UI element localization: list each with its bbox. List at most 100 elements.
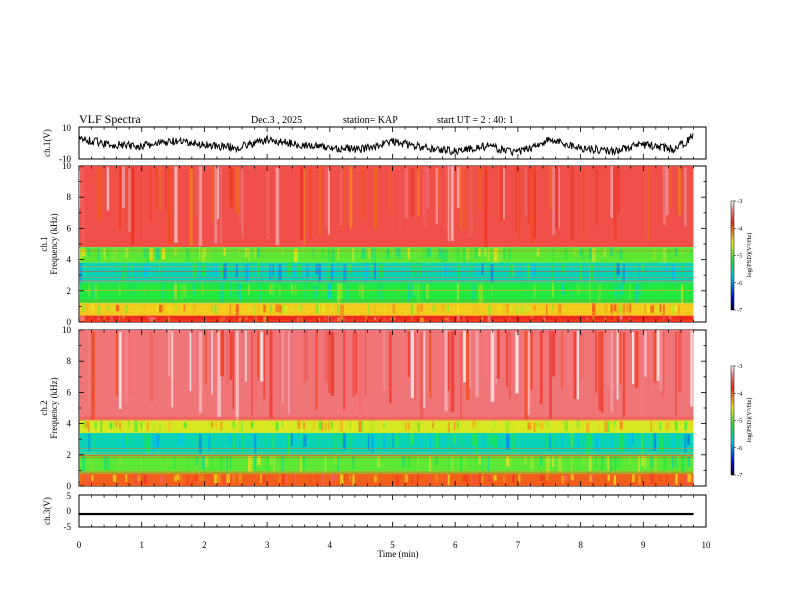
spectrogram-streak	[527, 331, 531, 416]
spectrogram-streak	[662, 248, 666, 263]
spectrogram-streak	[85, 421, 89, 429]
spectrogram-streak	[490, 330, 495, 402]
spectrogram-streak	[192, 475, 196, 483]
spectrogram-streak	[662, 304, 665, 316]
spectrogram-streak	[484, 166, 488, 247]
spectrogram-streak	[88, 247, 91, 258]
spectrogram-streak	[533, 166, 537, 239]
spectrogram-streak	[115, 264, 118, 279]
spectrogram-streak	[321, 248, 324, 259]
spectrogram-streak	[459, 455, 463, 473]
spectrogram-streak	[217, 331, 221, 418]
spectrogram-streak	[192, 263, 196, 279]
spectrogram-streak	[177, 474, 180, 481]
spectrogram-streak	[481, 263, 484, 275]
spectrogram-streak	[659, 284, 663, 299]
spectrogram-streak	[638, 263, 641, 280]
spectrogram-streak	[564, 474, 568, 481]
spectrogram-streak	[217, 303, 220, 315]
spectrogram-streak	[638, 284, 641, 296]
spectrogram-streak	[435, 316, 439, 322]
ch1-spectrogram-image	[79, 166, 694, 322]
spectrogram-streak	[192, 331, 196, 385]
spectrogram-streak	[330, 248, 335, 263]
spectrogram-streak	[644, 331, 647, 377]
spectrogram-streak	[380, 263, 383, 278]
spectrogram-streak	[115, 317, 119, 322]
spectrogram-streak	[272, 455, 276, 472]
spectrogram-streak	[358, 283, 361, 297]
spectrogram-streak	[456, 475, 460, 483]
spectrogram-streak	[413, 331, 416, 402]
spectrogram-streak	[251, 456, 253, 473]
spectrogram-streak	[82, 455, 86, 473]
spectrogram-streak	[131, 433, 135, 454]
spectrogram-streak	[340, 166, 343, 226]
spectrogram-streak	[260, 473, 262, 484]
spectrogram-streak	[352, 303, 355, 311]
spectrogram-streak	[318, 434, 321, 446]
spectrogram-streak	[515, 305, 518, 315]
spectrogram-streak	[653, 455, 658, 474]
spectrogram-streak	[168, 166, 172, 245]
spectrogram-streak	[416, 474, 419, 484]
spectrogram-streak	[235, 330, 239, 420]
spectrogram-streak	[238, 420, 243, 432]
spectrogram-streak	[413, 433, 417, 445]
spectrogram-streak	[201, 283, 204, 296]
spectrogram-streak	[158, 247, 161, 259]
spectrogram-streak	[481, 434, 484, 455]
spectrogram-streak	[174, 283, 177, 301]
spectrogram-streak	[595, 330, 597, 394]
spectrogram-streak	[346, 263, 349, 283]
spectrogram-streak	[555, 420, 558, 431]
spectrogram-streak	[416, 455, 420, 470]
spectrogram-streak	[416, 422, 421, 432]
spectrogram-streak	[542, 474, 546, 486]
spectrogram-streak	[650, 434, 653, 446]
ch1-spectrogram-panel: 0 2 4 6 8 10 ch.1 Frequency (kHz)	[39, 161, 707, 327]
spectrogram-streak	[447, 434, 450, 450]
spectrogram-streak	[616, 284, 619, 302]
spectrogram-streak	[343, 330, 346, 411]
spectrogram-streak	[321, 473, 325, 486]
colorbar-tick-label: -3	[737, 198, 742, 205]
spectrogram-streak	[509, 317, 511, 321]
spectrogram-streak	[361, 284, 364, 299]
spectrogram-streak	[659, 475, 662, 481]
spectrogram-streak	[195, 248, 199, 256]
spectrogram-streak	[263, 434, 265, 447]
spectrogram-streak	[681, 454, 685, 473]
spectrogram-streak	[598, 433, 601, 455]
spectrogram-streak	[545, 434, 548, 448]
spectrogram-streak	[118, 331, 122, 409]
spectrogram-streak	[432, 315, 435, 320]
spectrogram-streak	[506, 421, 509, 432]
spectrogram-streak	[297, 304, 301, 312]
spectrogram-streak	[367, 434, 370, 451]
spectrogram-streak	[297, 317, 300, 322]
spectrogram-streak	[97, 316, 100, 321]
spectrogram-streak	[251, 433, 254, 453]
spectrogram-streak	[143, 283, 146, 299]
spectrogram-streak	[183, 422, 187, 428]
spectrogram-streak	[238, 247, 241, 260]
spectrogram-streak	[330, 331, 335, 396]
spectrogram-streak	[502, 249, 506, 259]
spectrogram-streak	[450, 330, 455, 412]
spectrogram-streak	[410, 263, 414, 279]
spectrogram-streak	[622, 263, 625, 283]
spectrogram-streak	[576, 432, 580, 448]
spectrogram-streak	[294, 433, 298, 446]
spectrogram-streak	[493, 434, 498, 448]
spectrogram-streak	[278, 264, 282, 282]
spectrogram-streak	[300, 316, 303, 322]
spectrogram-streak	[478, 455, 482, 466]
spectrogram-streak	[438, 166, 440, 209]
spectrogram-streak	[278, 434, 282, 455]
spectrogram-streak	[429, 330, 432, 398]
spectrogram-streak	[297, 420, 301, 429]
spectrogram-streak	[251, 264, 254, 282]
spectrogram-streak	[340, 316, 343, 322]
spectrogram-streak	[220, 283, 224, 304]
